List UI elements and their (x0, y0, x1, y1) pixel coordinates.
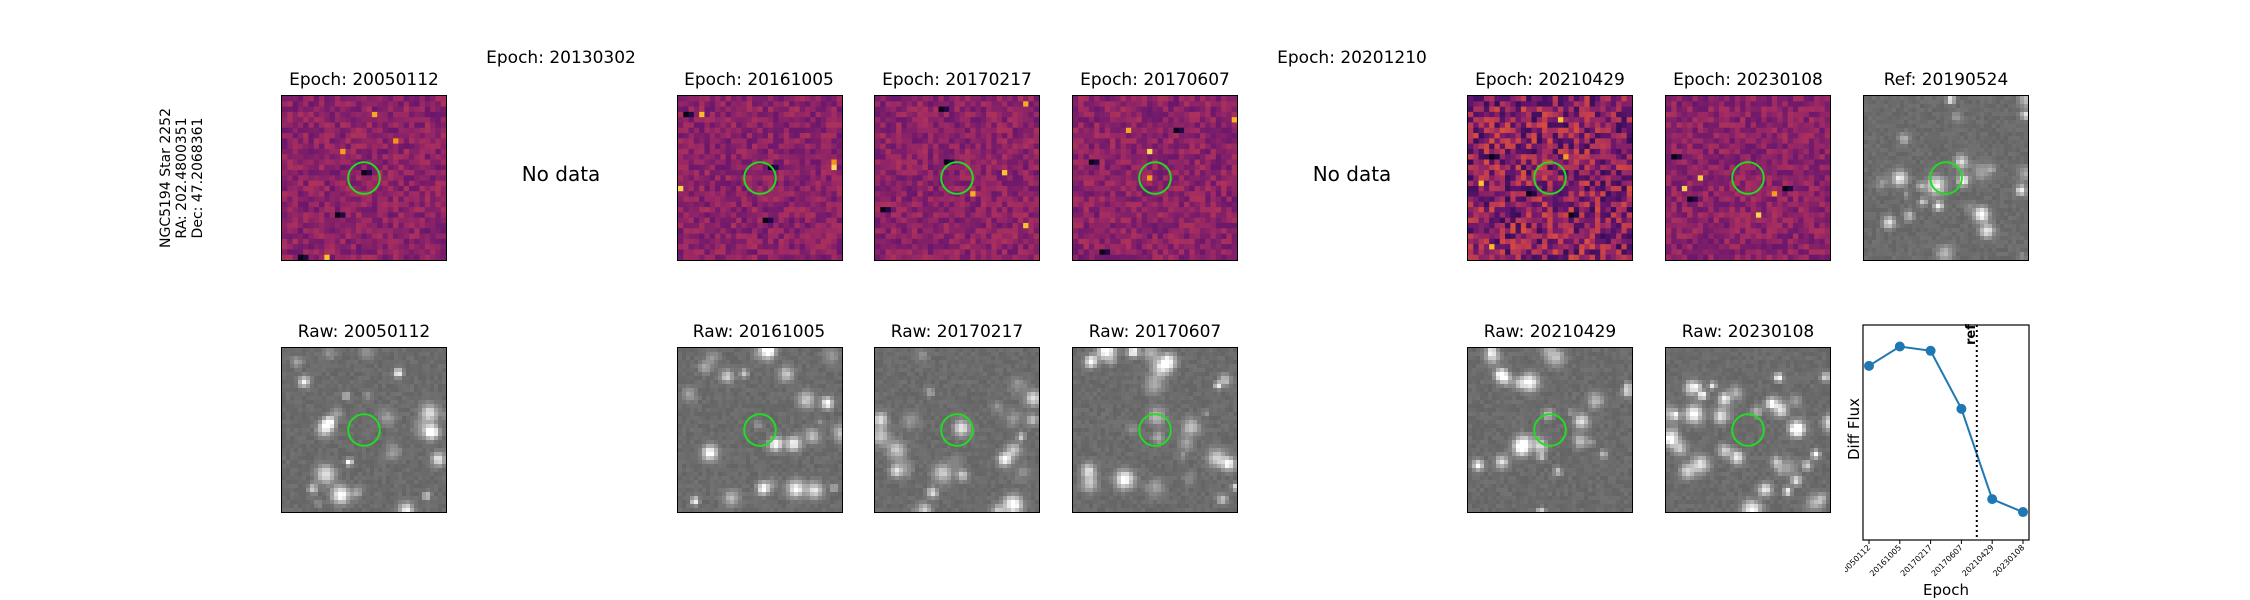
diff-image-panel (677, 95, 843, 261)
data-point (1894, 341, 1905, 352)
target-marker (743, 413, 777, 447)
panel-title: Epoch: 20170217 (882, 70, 1032, 90)
data-point (1925, 345, 1936, 356)
data-point (2018, 507, 2028, 518)
panel-title: Epoch: 20161005 (684, 70, 834, 90)
raw-image-panel (281, 347, 447, 513)
data-point (1956, 403, 1967, 414)
target-marker (347, 413, 381, 447)
diff-image-panel (1665, 95, 1831, 261)
target-marker (1731, 161, 1765, 195)
row-label: NGC5194 Star 2252 RA: 202.4800351 Dec: 4… (158, 108, 206, 248)
panel-title: Raw: 20161005 (692, 322, 826, 342)
reference-line-label: ref (1964, 324, 1979, 345)
target-marker (1533, 161, 1567, 195)
y-axis-label: Diff Flux (1845, 398, 1863, 460)
target-marker (1929, 161, 1963, 195)
raw-image-panel (874, 347, 1040, 513)
panel-title: Raw: 20210429 (1483, 322, 1617, 342)
plot-frame (1862, 324, 2030, 541)
target-marker (940, 161, 974, 195)
data-point (1864, 360, 1874, 371)
x-tick-label: 20170217 (1899, 543, 1934, 578)
panel-title: Epoch: 20050112 (289, 70, 439, 90)
reference-image-panel (1863, 95, 2029, 261)
x-tick-label: 20210429 (1960, 543, 1995, 578)
panel-title: Raw: 20050112 (297, 322, 431, 342)
panel-title: Raw: 20230108 (1681, 322, 1815, 342)
diff-image-panel (281, 95, 447, 261)
panel-title: Epoch: 20210429 (1475, 70, 1625, 90)
x-tick-label: 20230108 (1991, 543, 2026, 578)
x-tick-label: 20161005 (1868, 543, 1903, 578)
raw-image-panel (1467, 347, 1633, 513)
light-curve-chart: Diff Flux Epoch ref200501122016100520170… (1845, 324, 2030, 599)
row-label-dec: Dec: 47.2068361 (190, 117, 206, 239)
target-marker (347, 161, 381, 195)
series-line (1868, 345, 2024, 514)
panel-title: Ref: 20190524 (1883, 70, 2009, 90)
x-axis-label: Epoch (1923, 581, 1969, 599)
raw-image-panel (677, 347, 843, 513)
raw-image-panel (1072, 347, 1238, 513)
data-point (1987, 494, 1998, 505)
panel-title: Epoch: 20201210 (1277, 48, 1427, 68)
target-marker (940, 413, 974, 447)
target-marker (1138, 161, 1172, 195)
target-marker (1731, 413, 1765, 447)
panel-title: Epoch: 20230108 (1673, 70, 1823, 90)
diff-image-panel (1467, 95, 1633, 261)
row-label-object: NGC5194 Star 2252 (158, 108, 174, 248)
no-data-label: No data (1312, 162, 1392, 186)
panel-title: Raw: 20170217 (890, 322, 1024, 342)
diff-image-panel (874, 95, 1040, 261)
panel-title: Epoch: 20130302 (486, 48, 636, 68)
raw-image-panel (1665, 347, 1831, 513)
x-tick-label: 20170607 (1930, 543, 1965, 578)
target-marker (743, 161, 777, 195)
panel-title: Raw: 20170607 (1088, 322, 1222, 342)
diff-image-panel (1072, 95, 1238, 261)
target-marker (1138, 413, 1172, 447)
target-marker (1533, 413, 1567, 447)
no-data-label: No data (521, 162, 601, 186)
row-label-ra: RA: 202.4800351 (174, 117, 190, 239)
panel-title: Epoch: 20170607 (1080, 70, 1230, 90)
